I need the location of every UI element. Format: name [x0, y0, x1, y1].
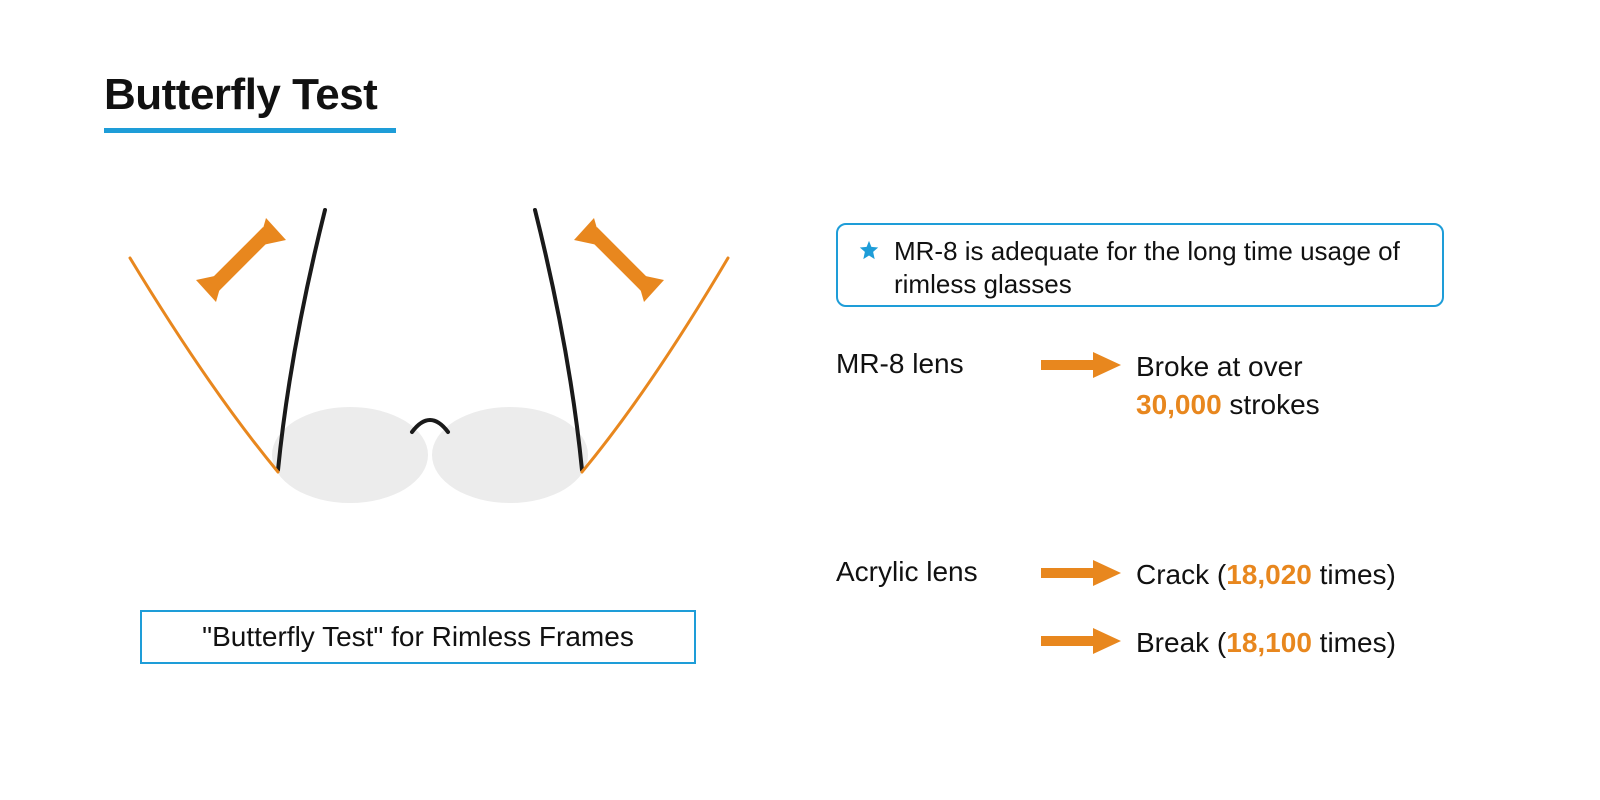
mr8-result-suffix: strokes	[1222, 389, 1320, 420]
result-row-mr8: MR-8 lens Broke at over 30,000 strokes	[836, 348, 1446, 424]
acrylic-break-suffix: times)	[1312, 627, 1396, 658]
arrow-right-icon	[1041, 352, 1121, 378]
diagram-caption: "Butterfly Test" for Rimless Frames	[140, 610, 696, 664]
result-row-acrylic-break: . Break (18,100 times)	[836, 624, 1446, 662]
acrylic-break-value: 18,100	[1226, 627, 1312, 658]
callout-box: MR-8 is adequate for the long time usage…	[836, 223, 1444, 307]
acrylic-break-result: Break (18,100 times)	[1136, 624, 1446, 662]
acrylic-label: Acrylic lens	[836, 556, 1026, 588]
arrow-right-icon	[1041, 560, 1121, 586]
title-underline	[104, 128, 396, 133]
butterfly-diagram	[100, 200, 730, 530]
result-row-acrylic-crack: Acrylic lens Crack (18,020 times)	[836, 556, 1446, 594]
acrylic-crack-prefix: Crack (	[1136, 559, 1226, 590]
mr8-label: MR-8 lens	[836, 348, 1026, 380]
page-title: Butterfly Test	[104, 70, 377, 120]
mr8-result-prefix: Broke at over	[1136, 351, 1303, 382]
acrylic-crack-result: Crack (18,020 times)	[1136, 556, 1446, 594]
diagram-caption-text: "Butterfly Test" for Rimless Frames	[202, 621, 634, 653]
acrylic-crack-value: 18,020	[1226, 559, 1312, 590]
mr8-result-value: 30,000	[1136, 389, 1222, 420]
callout-text: MR-8 is adequate for the long time usage…	[894, 236, 1400, 299]
arrow-right-icon	[1041, 628, 1121, 654]
mr8-result: Broke at over 30,000 strokes	[1136, 348, 1446, 424]
flex-arrow-right	[574, 218, 664, 302]
acrylic-crack-suffix: times)	[1312, 559, 1396, 590]
acrylic-break-prefix: Break (	[1136, 627, 1226, 658]
star-icon	[858, 239, 880, 261]
flex-arrow-left	[196, 218, 286, 302]
